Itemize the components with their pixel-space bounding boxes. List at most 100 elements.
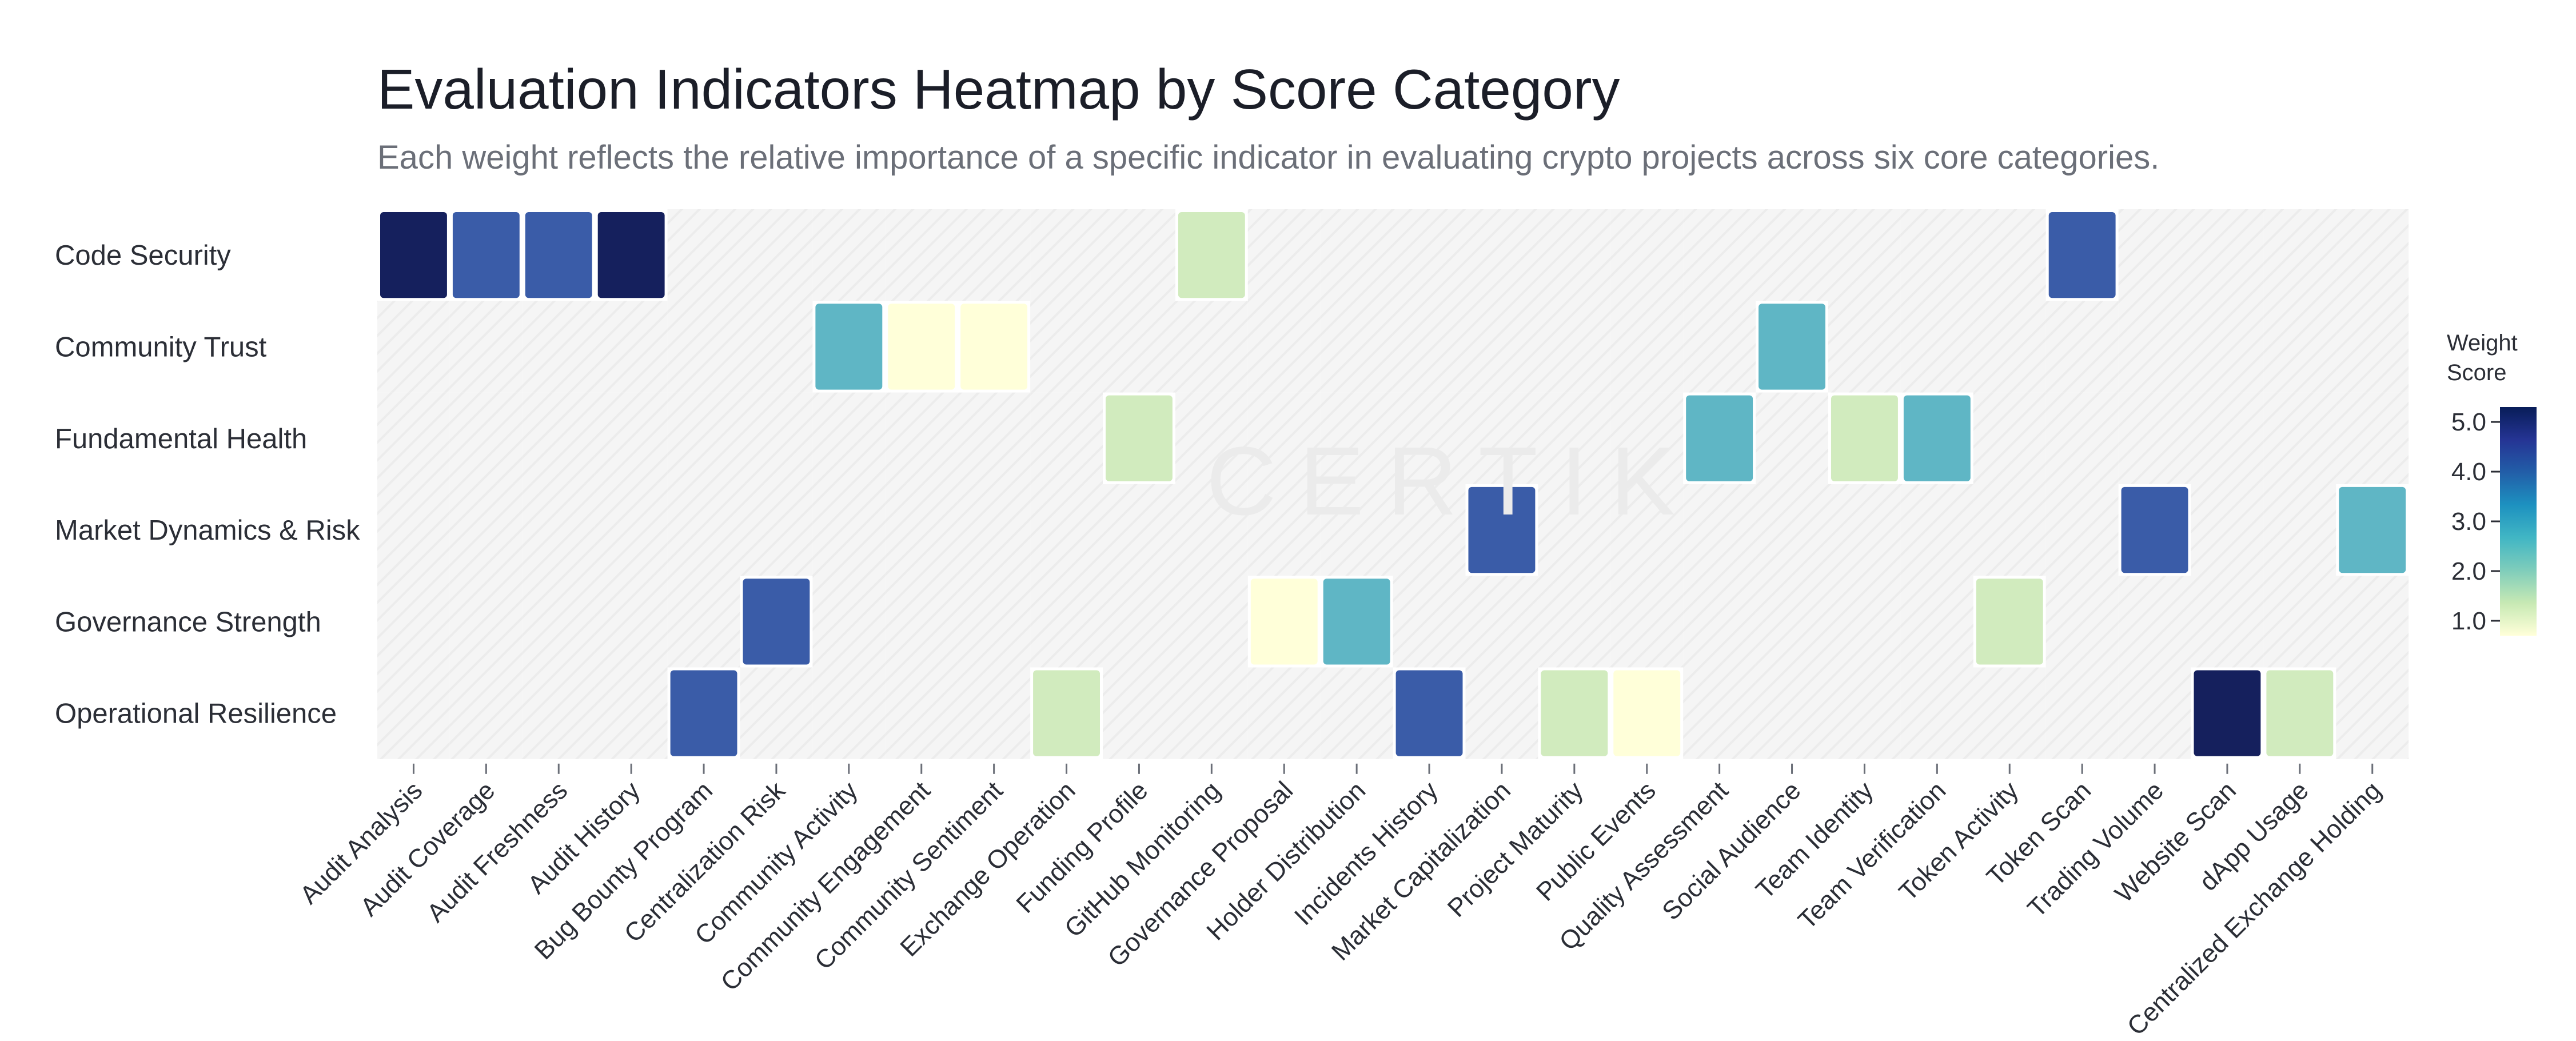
heatmap-cell-empty xyxy=(740,667,813,759)
heatmap-cell-empty xyxy=(2045,484,2119,576)
heatmap-cell-empty xyxy=(1465,301,1538,393)
heatmap-cell-empty xyxy=(1393,484,1466,576)
heatmap-cell-empty xyxy=(522,576,595,668)
heatmap-cell-empty xyxy=(2191,392,2264,484)
heatmap-cell-empty xyxy=(1900,576,1973,668)
heatmap-cell xyxy=(1395,670,1463,756)
heatmap-cell-empty xyxy=(1610,301,1684,393)
heatmap-cell-empty xyxy=(522,484,595,576)
heatmap-cell-empty xyxy=(2045,576,2119,668)
row-label: Code Security xyxy=(55,240,231,271)
heatmap-cell-empty xyxy=(2118,301,2191,393)
heatmap-cell xyxy=(2121,486,2188,573)
heatmap-cell-empty xyxy=(522,301,595,393)
heatmap-cell-empty xyxy=(1030,392,1103,484)
heatmap-cell-empty xyxy=(2118,392,2191,484)
heatmap-cell-empty xyxy=(2263,209,2336,301)
heatmap-cell xyxy=(2194,670,2261,756)
heatmap-cell xyxy=(2339,486,2406,573)
colorbar-ticks: 5.0 4.0 3.0 2.0 1.0 xyxy=(2451,408,2500,635)
colorbar-tick-label: 2.0 xyxy=(2451,557,2486,585)
colorbar-title-line-1: Weight xyxy=(2447,330,2518,356)
heatmap-cell-empty xyxy=(595,484,668,576)
row-label: Community Trust xyxy=(55,332,267,362)
heatmap-cell-empty xyxy=(2045,667,2119,759)
heatmap-cell-empty xyxy=(812,667,886,759)
heatmap-cell-empty xyxy=(1247,301,1321,393)
heatmap-cell-empty xyxy=(812,576,886,668)
heatmap-cell-empty xyxy=(2263,576,2336,668)
watermark-text: CERTIK xyxy=(1206,427,1698,536)
heatmap-cell-empty xyxy=(2118,209,2191,301)
heatmap-cell-empty xyxy=(1756,209,1828,301)
heatmap-cell xyxy=(1831,395,1898,481)
heatmap-cell-empty xyxy=(1610,392,1684,484)
heatmap-cell xyxy=(525,212,592,298)
heatmap-cell-empty xyxy=(1828,484,1901,576)
heatmap-cell xyxy=(1323,579,1390,665)
heatmap-cell-empty xyxy=(2118,576,2191,668)
heatmap-cell-empty xyxy=(1610,209,1684,301)
heatmap-cell-empty xyxy=(667,576,740,668)
heatmap-cell-empty xyxy=(595,301,668,393)
heatmap-cell-empty xyxy=(1465,209,1538,301)
heatmap-cell-empty xyxy=(1465,576,1538,668)
heatmap-cell xyxy=(743,579,810,665)
heatmap-cell-empty xyxy=(1393,392,1466,484)
heatmap-cell-empty xyxy=(1175,392,1248,484)
heatmap-cell-empty xyxy=(1538,301,1611,393)
heatmap-cell-empty xyxy=(2118,667,2191,759)
heatmap-cell-empty xyxy=(2263,301,2336,393)
heatmap-cell-empty xyxy=(2336,301,2409,393)
heatmap-cell xyxy=(1178,212,1245,298)
heatmap-cell-empty xyxy=(958,392,1031,484)
heatmap-cell-empty xyxy=(1828,209,1901,301)
heatmap-cell-empty xyxy=(1030,576,1103,668)
heatmap-cell-empty xyxy=(2263,392,2336,484)
colorbar-tick-label: 3.0 xyxy=(2451,508,2486,536)
heatmap-grid xyxy=(377,209,2409,759)
heatmap-cell-empty xyxy=(740,392,813,484)
heatmap-cell xyxy=(1106,395,1173,481)
heatmap-cell-empty xyxy=(1320,667,1393,759)
heatmap-cell-empty xyxy=(1175,484,1248,576)
x-tick-label: Funding Profile xyxy=(1010,776,1153,919)
heatmap-cell xyxy=(1758,304,1825,390)
heatmap-cell-empty xyxy=(1030,209,1103,301)
heatmap-cell-empty xyxy=(1103,301,1175,393)
heatmap-cell-empty xyxy=(667,209,740,301)
heatmap-cell-empty xyxy=(1756,667,1828,759)
heatmap-cell-empty xyxy=(1030,484,1103,576)
heatmap-cell-empty xyxy=(1756,484,1828,576)
heatmap-cell-empty xyxy=(449,576,523,668)
heatmap-cell xyxy=(1613,670,1681,756)
heatmap-cell-empty xyxy=(449,392,523,484)
heatmap-cell-empty xyxy=(958,667,1031,759)
heatmap-cell-empty xyxy=(2263,484,2336,576)
heatmap-cell-empty xyxy=(812,392,886,484)
heatmap-cell-empty xyxy=(1683,209,1756,301)
row-label: Operational Resilience xyxy=(55,699,337,729)
heatmap-cell xyxy=(1976,579,2043,665)
heatmap-cell-empty xyxy=(1683,484,1756,576)
heatmap-cell xyxy=(2266,670,2334,756)
heatmap-cell-empty xyxy=(2336,576,2409,668)
heatmap-cell-empty xyxy=(1320,301,1393,393)
heatmap-cell-empty xyxy=(812,484,886,576)
heatmap-cell-empty xyxy=(885,209,958,301)
heatmap-cell-empty xyxy=(2045,301,2119,393)
heatmap-cell-empty xyxy=(1683,576,1756,668)
heatmap-cell xyxy=(815,304,883,390)
heatmap-cell-empty xyxy=(1828,576,1901,668)
heatmap-cell-empty xyxy=(667,484,740,576)
colorbar-legend: Weight Score 5.0 4.0 3.0 2.0 1.0 xyxy=(2447,330,2537,636)
heatmap-cell-empty xyxy=(958,484,1031,576)
heatmap-cell-empty xyxy=(1103,209,1175,301)
heatmap-cell-empty xyxy=(1175,301,1248,393)
heatmap-cell-empty xyxy=(885,484,958,576)
heatmap-cell-empty xyxy=(958,209,1031,301)
heatmap-cell-empty xyxy=(1247,209,1321,301)
heatmap-cell-empty xyxy=(1973,392,2046,484)
